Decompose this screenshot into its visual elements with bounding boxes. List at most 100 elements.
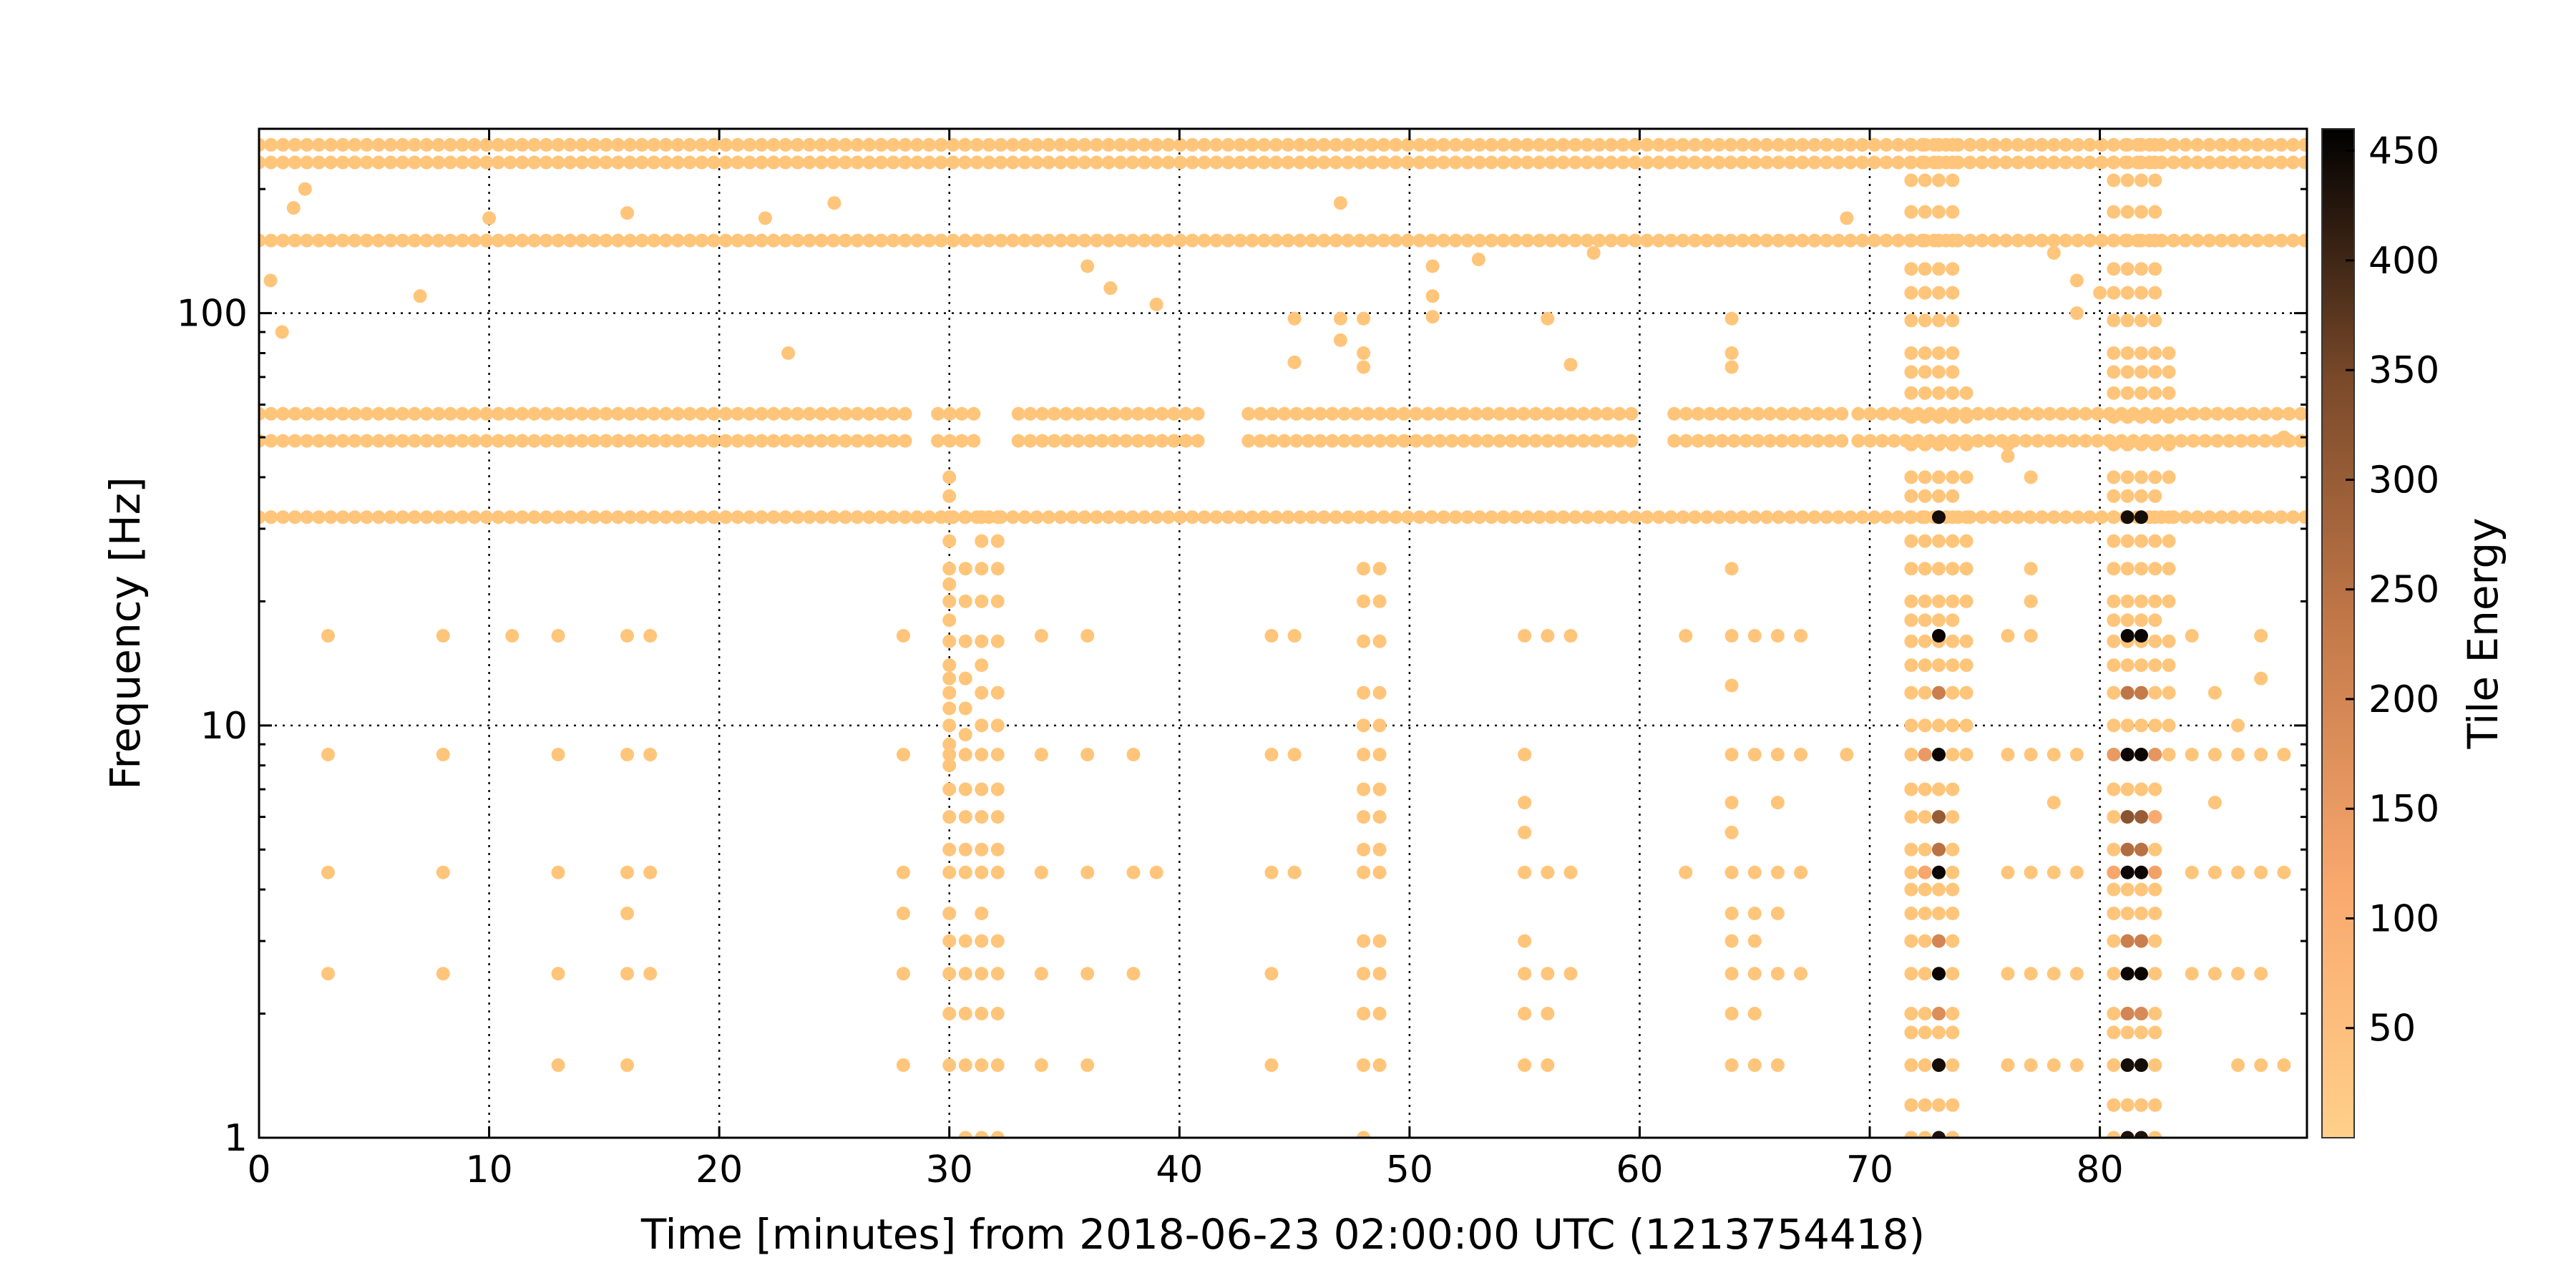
data-point bbox=[1400, 233, 1415, 248]
data-point bbox=[2134, 842, 2148, 857]
data-point bbox=[1293, 137, 1307, 152]
data-point bbox=[1233, 155, 1247, 170]
data-point bbox=[2046, 1058, 2061, 1073]
data-point bbox=[2148, 747, 2162, 761]
data-point bbox=[1946, 173, 1960, 187]
data-point bbox=[1679, 629, 1693, 643]
colorbar-tick-label: 200 bbox=[2368, 678, 2439, 721]
data-point bbox=[2162, 386, 2176, 400]
data-point bbox=[1904, 437, 1918, 452]
data-point bbox=[1397, 406, 1411, 421]
data-point bbox=[2231, 1058, 2245, 1073]
data-point bbox=[2120, 562, 2135, 576]
data-point bbox=[1137, 137, 1151, 152]
data-point bbox=[563, 434, 577, 448]
data-point bbox=[407, 406, 421, 421]
data-point bbox=[1891, 233, 1906, 248]
data-point bbox=[1264, 747, 1279, 761]
data-point bbox=[1161, 510, 1176, 525]
data-point bbox=[1855, 233, 1870, 248]
data-point bbox=[1413, 233, 1427, 248]
data-point bbox=[2162, 510, 2176, 525]
data-point bbox=[323, 406, 338, 421]
data-point bbox=[1541, 629, 1555, 643]
data-point bbox=[2148, 286, 2162, 300]
data-point bbox=[647, 233, 661, 248]
data-point bbox=[1904, 346, 1918, 360]
data-point bbox=[620, 629, 635, 643]
data-point bbox=[384, 137, 398, 152]
data-point bbox=[1946, 747, 1960, 761]
data-point bbox=[1042, 233, 1056, 248]
data-point bbox=[1101, 510, 1116, 525]
data-point bbox=[1389, 510, 1403, 525]
data-point bbox=[670, 434, 685, 448]
data-point bbox=[896, 865, 910, 879]
data-point bbox=[1724, 510, 1738, 525]
data-point bbox=[2162, 534, 2176, 548]
data-point bbox=[2134, 489, 2148, 503]
data-point bbox=[1712, 137, 1726, 152]
data-point bbox=[407, 155, 421, 170]
data-point bbox=[2277, 430, 2291, 444]
data-point bbox=[1946, 1007, 1960, 1021]
data-point bbox=[2011, 510, 2025, 525]
data-point bbox=[300, 510, 314, 525]
data-point bbox=[1946, 613, 1960, 628]
data-point bbox=[264, 137, 278, 152]
data-point bbox=[2107, 534, 2121, 548]
data-point bbox=[321, 629, 335, 643]
data-point bbox=[2001, 747, 2015, 761]
data-point bbox=[1221, 510, 1235, 525]
data-point bbox=[1918, 286, 1932, 300]
data-point bbox=[990, 747, 1005, 761]
data-point bbox=[958, 782, 972, 796]
data-point bbox=[1126, 747, 1141, 761]
data-point bbox=[336, 233, 350, 248]
data-point bbox=[551, 629, 565, 643]
data-point bbox=[1931, 534, 1946, 548]
data-point bbox=[1688, 510, 1702, 525]
data-point bbox=[643, 747, 658, 761]
data-point bbox=[323, 510, 338, 525]
data-point bbox=[359, 155, 374, 170]
data-point bbox=[958, 865, 972, 879]
data-point bbox=[942, 489, 957, 503]
data-point bbox=[942, 1007, 957, 1021]
data-point bbox=[1724, 346, 1739, 360]
data-point bbox=[1221, 155, 1235, 170]
data-point bbox=[1518, 825, 1532, 839]
data-point bbox=[1541, 1007, 1555, 1021]
data-point bbox=[336, 155, 350, 170]
data-point bbox=[1126, 967, 1141, 981]
data-point bbox=[942, 577, 957, 592]
data-point bbox=[413, 289, 427, 303]
data-point bbox=[1090, 137, 1104, 152]
data-point bbox=[2107, 173, 2121, 187]
data-point bbox=[1904, 286, 1918, 300]
data-point bbox=[1544, 233, 1558, 248]
data-point bbox=[1963, 155, 1977, 170]
data-point bbox=[1436, 233, 1450, 248]
data-point bbox=[850, 406, 864, 421]
data-point bbox=[2031, 406, 2045, 421]
data-point bbox=[503, 434, 517, 448]
data-point bbox=[2046, 245, 2061, 260]
data-point bbox=[1341, 137, 1355, 152]
data-point bbox=[1931, 173, 1946, 187]
data-point bbox=[1831, 137, 1845, 152]
data-point bbox=[1715, 434, 1729, 448]
data-point bbox=[1448, 137, 1463, 152]
data-point bbox=[2134, 686, 2148, 700]
data-point bbox=[1931, 410, 1946, 424]
data-point bbox=[1762, 406, 1777, 421]
data-point bbox=[958, 137, 972, 152]
data-point bbox=[958, 701, 972, 716]
data-point bbox=[850, 137, 864, 152]
data-point bbox=[898, 137, 912, 152]
data-point bbox=[1918, 782, 1932, 796]
data-point bbox=[958, 934, 972, 948]
data-point bbox=[288, 137, 302, 152]
data-point bbox=[838, 155, 852, 170]
data-point bbox=[1879, 155, 1893, 170]
